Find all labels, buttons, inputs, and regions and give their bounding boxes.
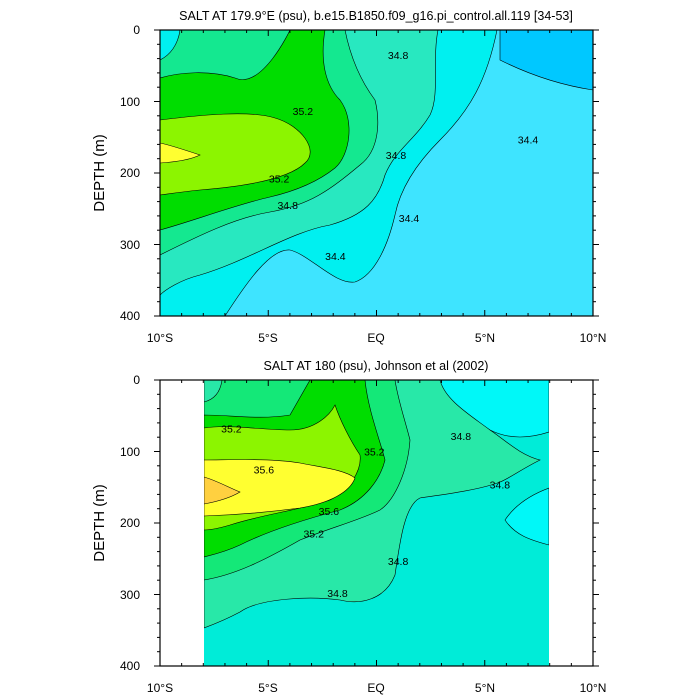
- bottom-panel-title: SALT AT 180 (psu), Johnson et al (2002): [264, 359, 489, 373]
- top-contour-fills: [160, 30, 593, 316]
- contour-label: 34.8: [490, 479, 511, 491]
- top-axis-ticks: [154, 29, 599, 317]
- top-panel-title: SALT AT 179.9°E (psu), b.e15.B1850.f09_g…: [179, 9, 573, 23]
- contour-label: 35.6: [319, 506, 340, 518]
- top-x-tick-5s: 5°S: [258, 331, 277, 345]
- bottom-axis-ticks: [154, 379, 599, 667]
- bottom-panel: SALT AT 180 (psu), Johnson et al (2002) …: [91, 359, 606, 695]
- contour-label: 35.2: [364, 447, 385, 459]
- contour-label: 34.4: [325, 251, 346, 263]
- top-y-tick-400: 400: [120, 309, 140, 323]
- bottom-contour-fills: [204, 380, 549, 666]
- contour-label: 35.2: [293, 106, 314, 118]
- contour-label: 34.8: [386, 150, 407, 162]
- top-y-tick-200: 200: [120, 166, 140, 180]
- bottom-x-tick-5s: 5°S: [258, 681, 277, 695]
- contour-label: 35.2: [303, 529, 324, 541]
- contour-label: 34.4: [518, 134, 539, 146]
- top-x-tick-5n: 5°N: [475, 331, 495, 345]
- bottom-fill-34.4b: [504, 487, 549, 546]
- contour-label: 34.8: [327, 588, 348, 600]
- bottom-y-tick-300: 300: [120, 588, 140, 602]
- top-y-tick-0: 0: [133, 23, 140, 37]
- top-x-tick-10s: 10°S: [147, 331, 173, 345]
- contour-label: 34.8: [388, 556, 409, 568]
- top-fill-35.6: [160, 142, 201, 164]
- bottom-contour-labels: 35.2 35.6 35.6 35.2 35.2 34.8 34.8 34.8 34.8: [221, 424, 510, 600]
- top-panel: SALT AT 179.9°E (psu), b.e15.B1850.f09_g…: [91, 9, 606, 345]
- top-y-axis-label: DEPTH (m): [91, 134, 108, 212]
- contour-label: 34.8: [451, 431, 472, 443]
- top-x-tick-eq: EQ: [367, 331, 384, 345]
- top-y-tick-100: 100: [120, 95, 140, 109]
- contour-label: 34.8: [277, 200, 298, 212]
- bottom-fill-35.8: [204, 476, 241, 505]
- bottom-y-axis-label: DEPTH (m): [91, 484, 108, 562]
- top-fill-35.4: [160, 113, 311, 196]
- bottom-x-tick-10n: 10°N: [580, 681, 607, 695]
- bottom-y-tick-400: 400: [120, 659, 140, 673]
- contour-label: 35.2: [269, 174, 290, 186]
- bottom-fill-35.6: [204, 459, 356, 517]
- bottom-x-tick-eq: EQ: [367, 681, 384, 695]
- contour-label: 35.6: [254, 464, 275, 476]
- bottom-x-tick-10s: 10°S: [147, 681, 173, 695]
- top-contour-labels: 35.2 35.2 34.8 34.8 34.8 34.4 34.4 34.4: [269, 50, 538, 263]
- contour-label: 34.8: [388, 50, 409, 62]
- bottom-y-tick-100: 100: [120, 445, 140, 459]
- bottom-y-tick-200: 200: [120, 516, 140, 530]
- bottom-y-tick-0: 0: [133, 373, 140, 387]
- contour-label: 34.4: [399, 213, 420, 225]
- top-x-tick-10n: 10°N: [580, 331, 607, 345]
- top-y-tick-300: 300: [120, 238, 140, 252]
- bottom-x-tick-5n: 5°N: [475, 681, 495, 695]
- contour-label: 35.2: [221, 424, 242, 436]
